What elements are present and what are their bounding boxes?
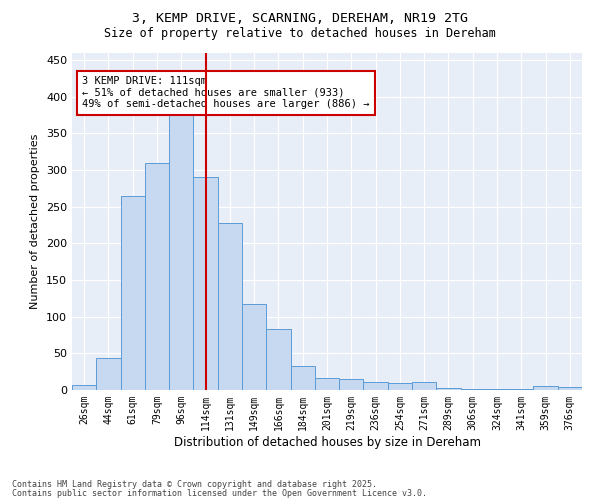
Bar [315,378,339,390]
Bar [242,304,266,390]
Text: 3 KEMP DRIVE: 111sqm
← 51% of detached houses are smaller (933)
49% of semi-deta: 3 KEMP DRIVE: 111sqm ← 51% of detached h… [82,76,370,110]
Bar [533,386,558,390]
Text: Contains HM Land Registry data © Crown copyright and database right 2025.: Contains HM Land Registry data © Crown c… [12,480,377,489]
Bar [169,115,193,390]
Bar [412,382,436,390]
Bar [145,162,169,390]
Bar [364,382,388,390]
Text: 3, KEMP DRIVE, SCARNING, DEREHAM, NR19 2TG: 3, KEMP DRIVE, SCARNING, DEREHAM, NR19 2… [132,12,468,26]
Bar [96,358,121,390]
Bar [290,366,315,390]
Y-axis label: Number of detached properties: Number of detached properties [31,134,40,309]
Bar [218,222,242,390]
Bar [193,177,218,390]
Text: Size of property relative to detached houses in Dereham: Size of property relative to detached ho… [104,28,496,40]
Bar [436,388,461,390]
Bar [388,382,412,390]
Bar [266,329,290,390]
Bar [121,196,145,390]
Bar [339,379,364,390]
Bar [72,385,96,390]
Text: Contains public sector information licensed under the Open Government Licence v3: Contains public sector information licen… [12,488,427,498]
Bar [558,387,582,390]
X-axis label: Distribution of detached houses by size in Dereham: Distribution of detached houses by size … [173,436,481,448]
